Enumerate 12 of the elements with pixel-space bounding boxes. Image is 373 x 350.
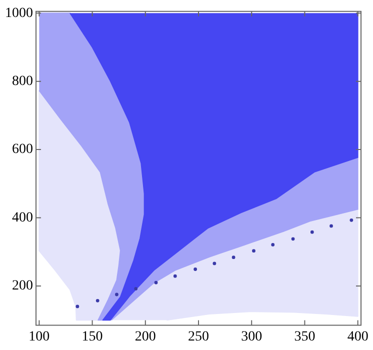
y-tick-label: 200 — [12, 278, 33, 294]
y-tick-label: 400 — [12, 210, 33, 226]
y-tick-label: 1000 — [5, 6, 33, 21]
y-tick-label: 800 — [12, 74, 33, 89]
x-tick-label: 300 — [241, 329, 262, 344]
x-tick-label: 400 — [347, 329, 368, 344]
x-tick-label: 150 — [82, 329, 103, 344]
y-tick-label: 600 — [12, 142, 33, 158]
x-tick-label: 200 — [134, 329, 156, 344]
x-tick-label: 350 — [294, 329, 316, 344]
x-tick-label: 250 — [188, 329, 209, 344]
x-tick-label: 100 — [28, 329, 50, 344]
